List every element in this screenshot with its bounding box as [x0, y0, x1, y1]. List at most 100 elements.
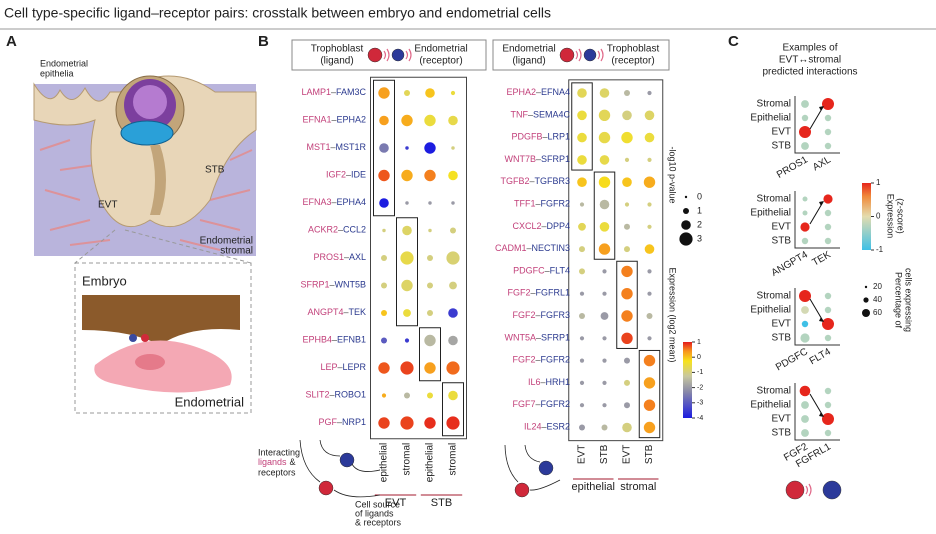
highlight-box	[571, 82, 593, 171]
legend-label: 40	[873, 295, 882, 304]
legend-text: receptors	[258, 467, 296, 477]
cell-icon	[822, 480, 842, 500]
gene-label: TEK	[810, 249, 833, 268]
dot	[428, 228, 432, 233]
illustration-label: stromal	[220, 246, 253, 257]
column-label: EVT	[577, 445, 588, 464]
colorbar-label: 0	[697, 354, 701, 361]
pair-label: LAMP1–FAM3C	[301, 87, 366, 97]
dot	[381, 255, 387, 261]
ligand-name: FGF2	[512, 355, 535, 365]
dot	[451, 201, 455, 205]
dot	[822, 318, 834, 330]
dot	[599, 222, 610, 232]
colorbar	[862, 183, 871, 250]
separator: –	[331, 197, 336, 207]
group-label: STB	[431, 497, 452, 509]
signal-icon	[805, 483, 812, 497]
receptor-name: NRP1	[342, 417, 366, 427]
column-label: EVT	[622, 445, 633, 464]
pair-label: SLIT2–ROBO1	[305, 390, 366, 400]
separator: –	[536, 87, 541, 97]
separator: –	[529, 177, 534, 187]
pair-label: IL6–HRH1	[528, 377, 570, 387]
dot	[401, 169, 413, 182]
dot	[424, 142, 436, 154]
group-label: stromal	[620, 481, 656, 493]
separator: –	[346, 170, 351, 180]
separator: –	[338, 225, 343, 235]
illustration-label: EVT	[98, 200, 117, 211]
plot-frame	[568, 79, 664, 442]
dot	[599, 155, 610, 165]
legend-label: 2	[697, 219, 702, 229]
receptor-name: EFNA4	[541, 87, 570, 97]
receptor-name: CCL2	[343, 225, 366, 235]
pair-label: TFF1–FGFR2	[514, 199, 570, 209]
ligand-name: FGF7	[512, 400, 535, 410]
dot	[579, 268, 585, 275]
dot	[801, 429, 809, 437]
ligand-name: TNF	[510, 110, 528, 120]
dot	[621, 288, 633, 300]
receptor-name: SFRP1	[541, 154, 570, 164]
dot	[800, 222, 810, 232]
separator: –	[536, 154, 541, 164]
separator: –	[541, 221, 546, 231]
row-label: Epithelial	[750, 113, 791, 124]
ligand-name: IGF2	[326, 170, 346, 180]
dot	[824, 292, 832, 300]
dot	[579, 358, 585, 363]
ligand-name: IL6	[528, 377, 541, 387]
separator: –	[535, 355, 540, 365]
dot	[598, 176, 611, 188]
highlight-box	[442, 382, 464, 437]
pair-label: TGFB2–TGFBR3	[500, 177, 570, 187]
pair-label: FGF2–FGFR3	[512, 310, 570, 320]
separator: –	[331, 87, 336, 97]
dot	[822, 98, 834, 110]
dot	[578, 222, 586, 231]
receptor-name: SFRP1	[541, 333, 570, 343]
dot	[647, 269, 652, 274]
pair-label: ANGPT4–TEK	[307, 307, 366, 317]
gene-label: ANGPT4	[770, 249, 811, 279]
dot	[647, 224, 652, 229]
pair-label: WNT5A–SFRP1	[504, 333, 570, 343]
dot	[450, 227, 456, 234]
header-text: Endometrial	[502, 44, 555, 55]
legend-dot	[862, 309, 870, 317]
dot	[621, 131, 633, 144]
dot	[401, 114, 413, 127]
dot	[602, 380, 607, 385]
highlight-box	[638, 349, 661, 439]
dot	[643, 421, 656, 434]
row-label: Stromal	[757, 194, 791, 205]
receptor-name: TEK	[348, 307, 366, 317]
dot	[802, 196, 808, 202]
axis	[794, 191, 840, 249]
receptor-name: ESR2	[546, 422, 570, 432]
ligand-name: EFNA3	[302, 197, 331, 207]
dot	[602, 336, 607, 341]
receptor-name: TGFBR3	[534, 177, 570, 187]
ligand-name: TGFB2	[500, 177, 529, 187]
dot	[824, 142, 832, 150]
receptor-name: FGFR3	[540, 310, 570, 320]
dot	[425, 88, 435, 98]
ligand-name: SFRP1	[300, 280, 329, 290]
ligand-name: FGF2	[507, 288, 530, 298]
separator: –	[530, 288, 535, 298]
column-label: stromal	[402, 443, 413, 476]
dot	[401, 279, 413, 292]
ligand-name: WNT5A	[504, 333, 536, 343]
dot	[624, 379, 630, 386]
dot	[427, 255, 433, 261]
dot	[799, 290, 811, 302]
dot	[381, 337, 387, 344]
dot	[602, 358, 607, 363]
signal-icon	[597, 48, 604, 62]
dot	[801, 114, 809, 122]
colorbar	[683, 342, 692, 418]
row-label: Epithelial	[750, 305, 791, 316]
